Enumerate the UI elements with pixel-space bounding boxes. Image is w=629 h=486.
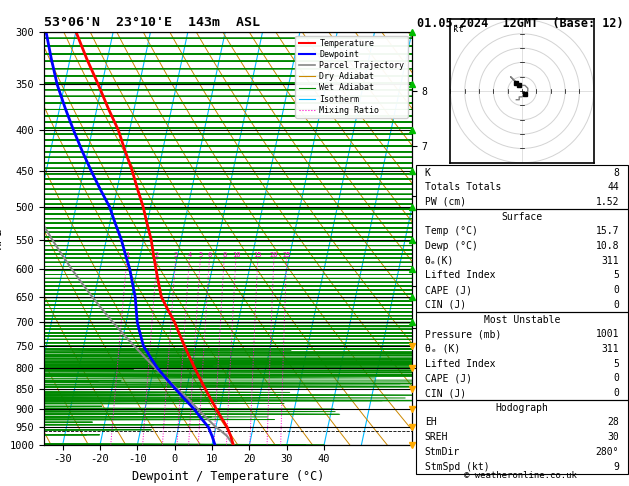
Text: Totals Totals: Totals Totals bbox=[425, 182, 501, 192]
Text: 8: 8 bbox=[222, 252, 226, 258]
Text: 10: 10 bbox=[231, 252, 240, 258]
Text: CIN (J): CIN (J) bbox=[425, 300, 466, 310]
Text: 1001: 1001 bbox=[596, 329, 620, 339]
X-axis label: Dewpoint / Temperature (°C): Dewpoint / Temperature (°C) bbox=[132, 470, 324, 483]
Text: 25: 25 bbox=[282, 252, 291, 258]
Text: Most Unstable: Most Unstable bbox=[484, 314, 560, 325]
Text: CIN (J): CIN (J) bbox=[425, 388, 466, 398]
Text: Hodograph: Hodograph bbox=[496, 403, 548, 413]
Text: 20: 20 bbox=[270, 252, 278, 258]
Text: EH: EH bbox=[425, 417, 437, 427]
Bar bbox=[416, 400, 628, 474]
Text: 0: 0 bbox=[613, 388, 620, 398]
Text: 15.7: 15.7 bbox=[596, 226, 620, 236]
Text: 2: 2 bbox=[155, 252, 159, 258]
Text: θₑ(K): θₑ(K) bbox=[425, 256, 454, 266]
Text: 5: 5 bbox=[198, 252, 203, 258]
Text: Temp (°C): Temp (°C) bbox=[425, 226, 478, 236]
Y-axis label: hPa: hPa bbox=[0, 227, 4, 249]
Text: © weatheronline.co.uk: © weatheronline.co.uk bbox=[464, 470, 577, 480]
Text: kt: kt bbox=[454, 25, 464, 34]
Text: Lifted Index: Lifted Index bbox=[425, 359, 496, 369]
Text: 1.52: 1.52 bbox=[596, 197, 620, 207]
Text: Lifted Index: Lifted Index bbox=[425, 270, 496, 280]
Bar bbox=[416, 312, 628, 400]
Text: 30: 30 bbox=[608, 432, 620, 442]
Y-axis label: km
ASL: km ASL bbox=[449, 227, 467, 249]
Text: Surface: Surface bbox=[501, 212, 543, 222]
Text: 311: 311 bbox=[602, 256, 620, 266]
Bar bbox=[416, 165, 628, 209]
Text: K: K bbox=[425, 168, 431, 177]
Text: 0: 0 bbox=[613, 285, 620, 295]
Text: 0: 0 bbox=[613, 300, 620, 310]
Text: StmDir: StmDir bbox=[425, 447, 460, 457]
Text: CAPE (J): CAPE (J) bbox=[425, 373, 472, 383]
Text: 5: 5 bbox=[613, 270, 620, 280]
Legend: Temperature, Dewpoint, Parcel Trajectory, Dry Adiabat, Wet Adiabat, Isotherm, Mi: Temperature, Dewpoint, Parcel Trajectory… bbox=[296, 36, 408, 118]
Text: LCL: LCL bbox=[412, 426, 435, 435]
Text: PW (cm): PW (cm) bbox=[425, 197, 466, 207]
Text: 28: 28 bbox=[608, 417, 620, 427]
Text: Mixing Ratio (g/kg): Mixing Ratio (g/kg) bbox=[455, 187, 464, 289]
Text: 53°06'N  23°10'E  143m  ASL: 53°06'N 23°10'E 143m ASL bbox=[44, 16, 260, 29]
Text: CAPE (J): CAPE (J) bbox=[425, 285, 472, 295]
Text: 311: 311 bbox=[602, 344, 620, 354]
Text: 0: 0 bbox=[613, 373, 620, 383]
Text: Dewp (°C): Dewp (°C) bbox=[425, 241, 478, 251]
Text: SREH: SREH bbox=[425, 432, 448, 442]
Text: 6: 6 bbox=[208, 252, 211, 258]
Text: θₑ (K): θₑ (K) bbox=[425, 344, 460, 354]
Text: 4: 4 bbox=[187, 252, 192, 258]
Text: 44: 44 bbox=[608, 182, 620, 192]
Text: 1: 1 bbox=[125, 252, 129, 258]
Text: StmSpd (kt): StmSpd (kt) bbox=[425, 462, 489, 471]
Text: 10.8: 10.8 bbox=[596, 241, 620, 251]
Text: 3: 3 bbox=[174, 252, 178, 258]
Text: 01.05.2024  12GMT  (Base: 12): 01.05.2024 12GMT (Base: 12) bbox=[418, 17, 624, 30]
Text: 9: 9 bbox=[613, 462, 620, 471]
Text: 15: 15 bbox=[253, 252, 262, 258]
Text: 5: 5 bbox=[613, 359, 620, 369]
Text: Pressure (mb): Pressure (mb) bbox=[425, 329, 501, 339]
Bar bbox=[416, 209, 628, 312]
Text: 280°: 280° bbox=[596, 447, 620, 457]
Text: 8: 8 bbox=[613, 168, 620, 177]
